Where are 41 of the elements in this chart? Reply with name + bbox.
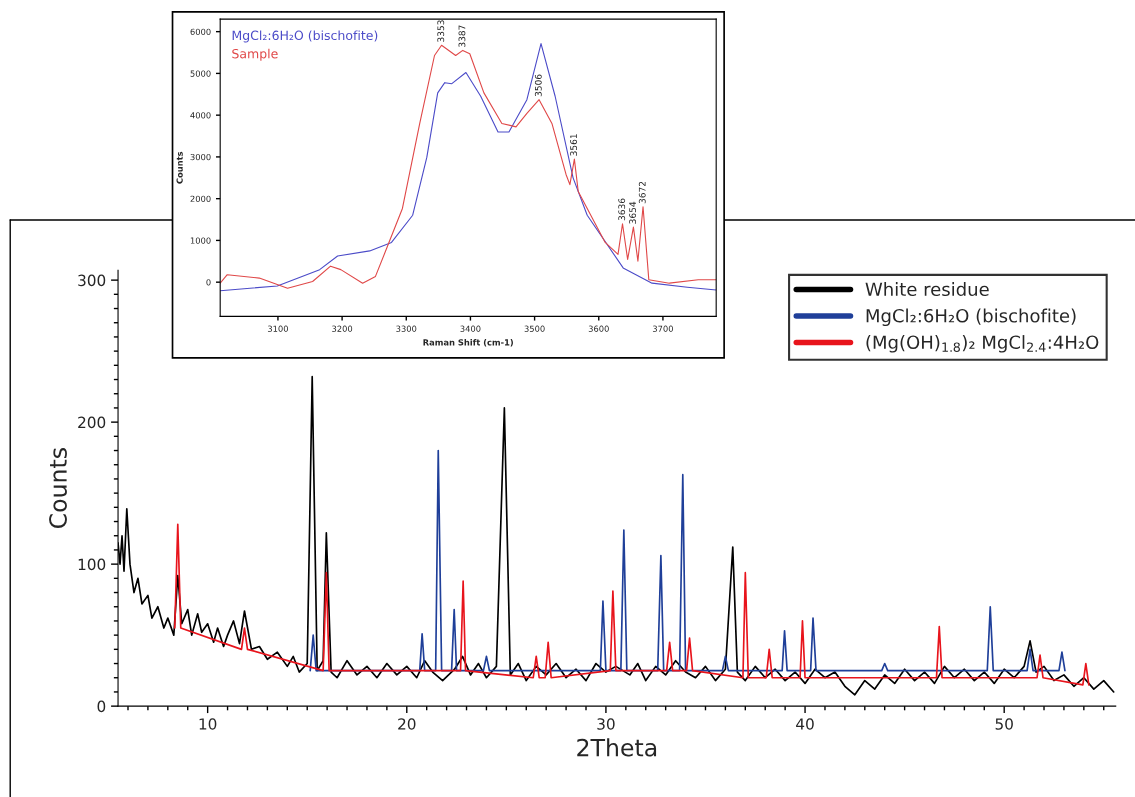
y-tick-label: 2000 — [190, 195, 211, 202]
legend-label: (Mg(OH)$_{1.8}$)₂ MgCl$_{2.4}$:4H₂O — [866, 335, 1099, 353]
y-tick-label: 3000 — [190, 153, 211, 161]
y-tick-label: 200 — [78, 416, 106, 429]
annotation: 3672 — [638, 181, 646, 204]
legend-label: White residue — [865, 282, 989, 297]
x-tick-label: 40 — [796, 718, 814, 730]
y-axis-title: Counts — [49, 448, 67, 529]
y-tick-label: 300 — [78, 274, 106, 287]
y-tick-label: 100 — [78, 558, 106, 571]
annotation: 3353 — [437, 20, 445, 42]
x-tick-label: 10 — [199, 718, 217, 730]
text: Sample — [232, 48, 278, 61]
line-series — [173, 523, 1090, 686]
x-axis-title: 2Theta — [577, 738, 657, 757]
x-tick-label: 3700 — [652, 325, 673, 332]
text: MgCl₂:6H₂O (bischofite) — [232, 30, 378, 43]
annotation: 3636 — [618, 198, 626, 221]
x-tick-label: 20 — [398, 718, 416, 730]
line-series — [309, 449, 1066, 672]
x-tick-label: 3100 — [267, 325, 288, 332]
x-tick-label: 3300 — [396, 325, 417, 332]
y-tick-label: 4000 — [190, 112, 211, 119]
y-axis-title: Counts — [176, 151, 183, 184]
legend-label: MgCl₂:6H₂O (bischofite) — [866, 308, 1076, 327]
annotation: 3387 — [458, 25, 466, 47]
annotation: 3561 — [570, 134, 577, 156]
y-tick-label: 0 — [206, 279, 211, 286]
x-axis-title: Raman Shift (cm-1) — [423, 339, 513, 347]
y-tick-label: 5000 — [190, 70, 211, 77]
y-tick-label: 0 — [97, 700, 106, 713]
x-tick-label: 50 — [995, 718, 1013, 730]
x-tick-label: 3600 — [588, 325, 609, 332]
y-tick-label: 1000 — [190, 237, 211, 244]
annotation: 3654 — [629, 201, 637, 224]
x-tick-label: 3500 — [524, 325, 545, 332]
x-tick-label: 3200 — [332, 325, 353, 332]
annotation: 3506 — [534, 74, 542, 97]
x-tick-label: 30 — [597, 718, 615, 730]
x-tick-label: 3400 — [460, 325, 481, 332]
y-tick-label: 6000 — [190, 28, 211, 35]
